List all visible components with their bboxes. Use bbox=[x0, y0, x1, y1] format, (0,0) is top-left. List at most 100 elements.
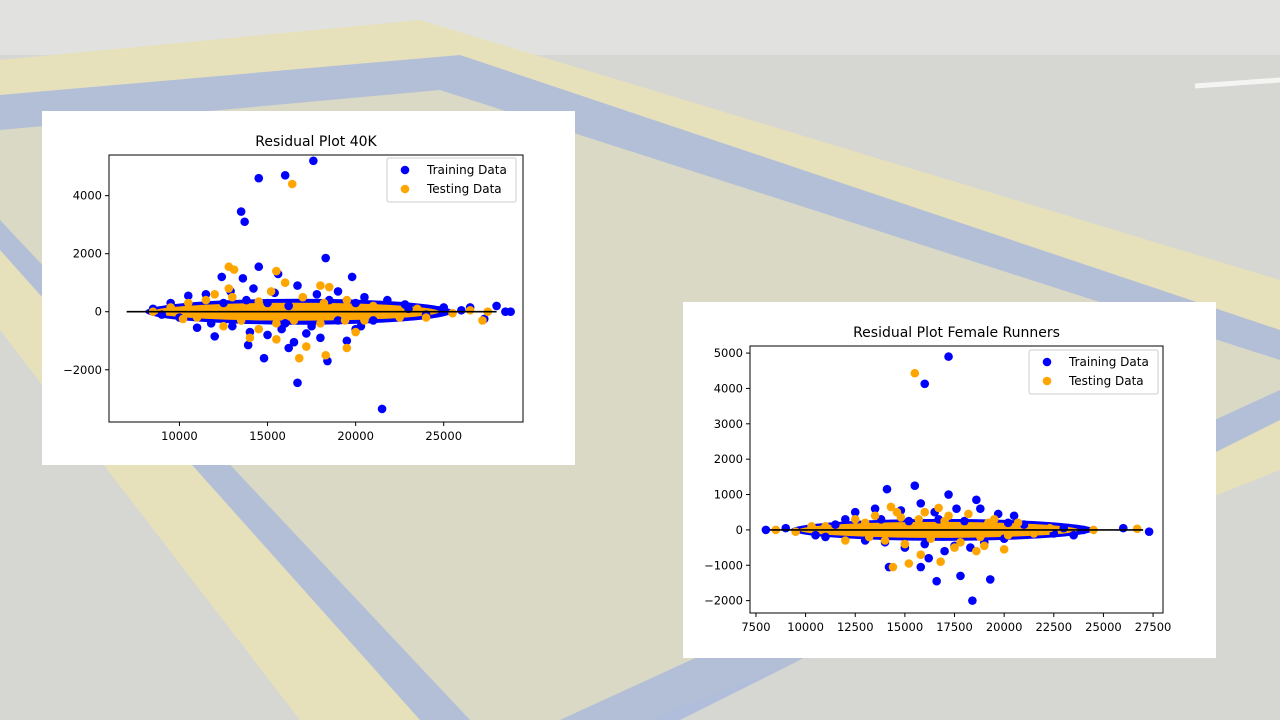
training-data-point bbox=[985, 575, 995, 584]
training-data-point bbox=[316, 333, 325, 343]
testing-data-point bbox=[870, 511, 880, 521]
training-data-point bbox=[284, 301, 293, 311]
training-data-point bbox=[342, 336, 352, 346]
training-data-point bbox=[333, 316, 343, 325]
testing-data-point bbox=[254, 324, 264, 334]
testing-data-point bbox=[910, 368, 920, 378]
training-data-point bbox=[956, 571, 965, 581]
training-data-point bbox=[293, 281, 302, 290]
testing-data-point bbox=[298, 292, 308, 302]
training-data-point bbox=[263, 330, 272, 340]
training-data-point bbox=[312, 290, 322, 299]
testing-data-point bbox=[900, 539, 910, 549]
testing-data-point bbox=[316, 281, 325, 290]
training-data-point bbox=[242, 295, 251, 305]
testing-data-point bbox=[360, 316, 369, 325]
training-data-point bbox=[457, 305, 466, 315]
training-data-point bbox=[217, 272, 227, 282]
testing-data-point bbox=[1029, 529, 1039, 538]
testing-data-point bbox=[886, 502, 896, 512]
training-data-point bbox=[916, 499, 926, 508]
testing-data-point bbox=[1003, 530, 1013, 540]
x-tick-label: 20000 bbox=[337, 429, 374, 443]
testing-data-point bbox=[421, 313, 431, 322]
plot-frame bbox=[749, 345, 1164, 614]
y-tick-label: 4000 bbox=[714, 381, 743, 395]
training-data-point bbox=[254, 173, 264, 183]
legend-label: Testing Data bbox=[426, 182, 502, 196]
training-data-point bbox=[924, 553, 934, 563]
testing-data-point bbox=[219, 321, 228, 331]
testing-data-point bbox=[979, 541, 989, 551]
y-tick-label: −2000 bbox=[704, 594, 743, 608]
training-data-point bbox=[850, 507, 860, 517]
training-data-point bbox=[1003, 518, 1013, 528]
testing-data-point bbox=[972, 546, 981, 556]
x-tick-label: 10000 bbox=[161, 429, 198, 443]
y-tick-label: −1000 bbox=[704, 558, 743, 572]
testing-data-point bbox=[236, 316, 246, 325]
training-data-point bbox=[293, 378, 302, 388]
training-data-point bbox=[219, 298, 228, 308]
testing-data-point bbox=[920, 507, 930, 517]
x-tick-label: 20000 bbox=[986, 620, 1023, 634]
testing-data-point bbox=[999, 545, 1009, 554]
training-data-point bbox=[400, 300, 410, 309]
series-testing bbox=[771, 368, 1142, 572]
training-data-point bbox=[263, 298, 272, 308]
legend-label: Training Data bbox=[426, 163, 507, 177]
chart-title: Residual Plot 40K bbox=[255, 134, 377, 150]
training-data-point bbox=[1069, 530, 1078, 540]
testing-data-point bbox=[280, 278, 290, 287]
training-data-point bbox=[284, 343, 293, 353]
testing-data-point bbox=[983, 518, 993, 528]
testing-data-point bbox=[229, 265, 239, 274]
testing-data-point bbox=[807, 522, 816, 531]
testing-data-point bbox=[964, 509, 973, 519]
x-tick-label: 15000 bbox=[887, 620, 924, 634]
legend-label: Training Data bbox=[1068, 355, 1149, 369]
legend-marker bbox=[1042, 357, 1052, 367]
training-data-point bbox=[781, 523, 791, 533]
training-data-point bbox=[377, 404, 387, 414]
training-data-point bbox=[254, 262, 264, 272]
y-tick-label: 0 bbox=[95, 305, 102, 319]
testing-data-point bbox=[192, 313, 202, 322]
testing-data-point bbox=[272, 266, 281, 276]
testing-data-point bbox=[342, 295, 352, 305]
y-tick-label: 2000 bbox=[714, 452, 743, 466]
testing-data-point bbox=[287, 179, 297, 189]
testing-data-point bbox=[934, 503, 943, 513]
testing-data-point bbox=[166, 303, 175, 312]
training-data-point bbox=[240, 217, 249, 227]
training-data-point bbox=[439, 303, 449, 312]
legend: Training Data Testing Data bbox=[386, 157, 517, 203]
x-tick-label: 25000 bbox=[425, 429, 462, 443]
training-data-point bbox=[228, 321, 237, 331]
testing-data-point bbox=[940, 516, 949, 526]
testing-data-point bbox=[850, 514, 860, 524]
training-data-point bbox=[506, 307, 515, 317]
testing-data-point bbox=[302, 342, 311, 351]
x-tick-label: 15000 bbox=[249, 429, 286, 443]
testing-data-point bbox=[914, 514, 924, 524]
testing-data-point bbox=[1013, 518, 1023, 528]
axis-ticks: 10000 15000 20000 25000 −2000 0 2000 4000 bbox=[63, 189, 462, 443]
training-data-point bbox=[940, 546, 949, 556]
training-data-point bbox=[309, 156, 318, 166]
legend-label: Testing Data bbox=[1068, 374, 1144, 388]
legend-marker bbox=[400, 184, 410, 194]
x-tick-label: 12500 bbox=[837, 620, 874, 634]
training-data-point bbox=[870, 504, 880, 513]
chart-card-residual-female: Residual Plot Female Runners 7500 10000 125… bbox=[683, 302, 1216, 658]
testing-data-point bbox=[448, 308, 457, 318]
testing-data-point bbox=[950, 543, 959, 552]
testing-data-point bbox=[272, 319, 281, 328]
training-data-point bbox=[1059, 523, 1069, 533]
road-marking bbox=[1194, 77, 1280, 89]
y-tick-label: 3000 bbox=[714, 417, 743, 431]
y-tick-label: 5000 bbox=[714, 346, 743, 360]
training-data-point bbox=[210, 332, 220, 341]
testing-data-point bbox=[888, 562, 898, 572]
